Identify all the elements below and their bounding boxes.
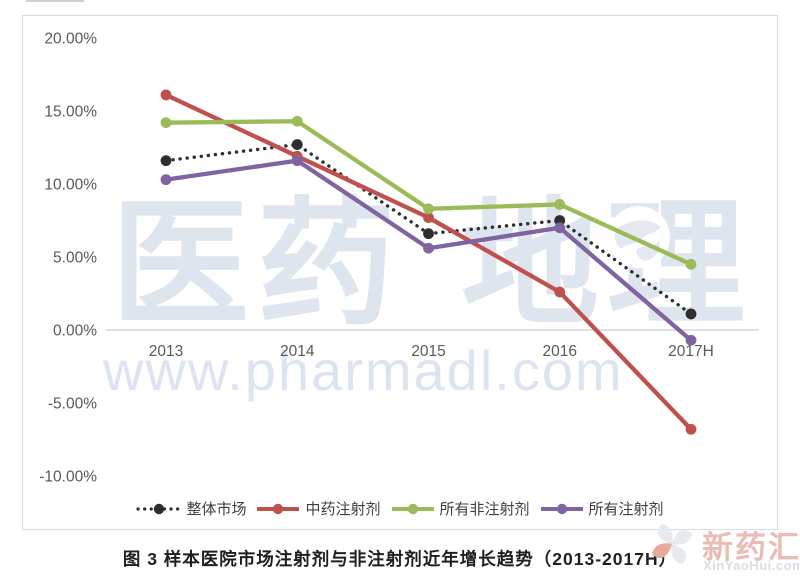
legend-label: 中药注射剂 [305,501,381,518]
data-point-marker [685,308,697,320]
y-axis-tick-label: 20.00% [44,31,97,48]
x-axis-tick-label: 2015 [411,343,445,360]
legend: 整体市场 中药注射剂 所有非注射剂 所有注射剂 [23,498,777,519]
x-axis-tick-label: 2014 [280,343,315,360]
data-point-marker [423,228,434,240]
legend-item: 中药注射剂 [255,498,381,519]
watermark-url-text: www.pharmadl.com [103,339,624,402]
data-point-marker [160,155,172,167]
legend-label: 整体市场 [186,501,247,518]
legend-label: 所有注射剂 [588,501,664,518]
site-name-text: 新药汇 [702,530,800,565]
data-point-marker [160,89,172,101]
data-point-marker [160,174,172,186]
x-axis-tick-label: 2016 [543,343,577,360]
legend-swatch [257,503,300,514]
data-point-marker [423,242,434,254]
x-axis-tick-label: 2013 [149,343,183,360]
data-point-marker [685,334,697,346]
page-top-divider [26,0,84,2]
figure-caption: 图 3 样本医院市场注射剂与非注射剂近年增长趋势（2013-2017H） [122,549,678,569]
legend-swatch [540,503,583,514]
series-line [165,119,692,267]
data-point-marker [554,222,566,234]
y-axis-tick-label: -5.00% [48,396,97,413]
globe-icon [608,206,670,268]
y-axis-tick-label: 15.00% [44,104,97,121]
legend-item: 所有注射剂 [539,498,664,519]
chart-frame: 医药 地理 www.pharmadl.com 20.00% 15.00% 10.00%… [22,15,778,530]
y-axis-tick-label: 0.00% [53,323,97,340]
legend-item: 所有非注射剂 [390,498,530,519]
legend-label: 所有非注射剂 [439,501,530,518]
site-watermark: 新药汇 XinYaoHui.com [648,516,800,582]
data-point-marker [685,258,697,270]
site-url-text: XinYaoHui.com [703,558,800,573]
data-point-marker [291,155,303,167]
data-point-marker [160,117,172,129]
data-point-marker [685,423,697,435]
legend-swatch [391,503,434,514]
data-point-marker [291,115,303,127]
data-point-marker [423,203,434,215]
data-point-marker [554,199,566,210]
pinwheel-icon [652,524,692,564]
y-axis-tick-label: 10.00% [44,177,97,194]
y-axis-tick-label: 5.00% [53,250,97,267]
data-point-marker [554,286,566,298]
y-axis-tick-label: -10.00% [39,469,97,486]
plot-svg: 20.00% 15.00% 10.00% 5.00% 0.00% -5.00% -10.00… [39,31,759,486]
series-line [165,92,693,431]
legend-item: 整体市场 [136,498,246,519]
data-point-marker [423,212,434,223]
watermark-brand-left: 医药 [111,188,404,342]
data-point-marker [291,139,303,150]
x-axis-tick-label: 2017H [668,343,714,360]
legend-swatch [136,503,183,514]
